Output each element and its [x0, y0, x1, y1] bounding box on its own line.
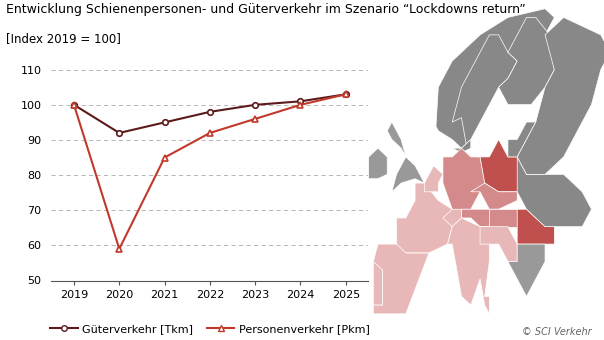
Polygon shape	[517, 157, 591, 227]
Polygon shape	[480, 139, 527, 192]
Polygon shape	[499, 17, 554, 105]
Polygon shape	[508, 244, 545, 296]
Polygon shape	[425, 166, 443, 192]
Polygon shape	[304, 52, 355, 79]
Polygon shape	[452, 35, 517, 144]
Polygon shape	[452, 139, 471, 153]
Text: Entwicklung Schienenpersonen- und Güterverkehr im Szenario “Lockdowns return”: Entwicklung Schienenpersonen- und Güterv…	[6, 3, 526, 16]
Polygon shape	[471, 183, 517, 209]
Polygon shape	[373, 244, 429, 314]
Polygon shape	[396, 183, 452, 253]
Polygon shape	[387, 122, 425, 192]
Polygon shape	[396, 183, 452, 253]
Polygon shape	[436, 9, 554, 148]
Polygon shape	[448, 218, 489, 314]
Legend: Güterverkehr [Tkm], Personenverkehr [Pkm]: Güterverkehr [Tkm], Personenverkehr [Pkm…	[46, 319, 374, 338]
Polygon shape	[508, 122, 536, 157]
Polygon shape	[517, 209, 554, 244]
Polygon shape	[461, 209, 499, 227]
Polygon shape	[517, 17, 604, 174]
Polygon shape	[439, 118, 471, 148]
Polygon shape	[443, 209, 461, 227]
Text: [Index 2019 = 100]: [Index 2019 = 100]	[6, 32, 121, 45]
Polygon shape	[368, 148, 387, 179]
Polygon shape	[489, 209, 517, 227]
Text: © SCI Verkehr: © SCI Verkehr	[522, 327, 592, 337]
Polygon shape	[480, 227, 517, 261]
Polygon shape	[373, 261, 382, 305]
Polygon shape	[443, 148, 484, 227]
